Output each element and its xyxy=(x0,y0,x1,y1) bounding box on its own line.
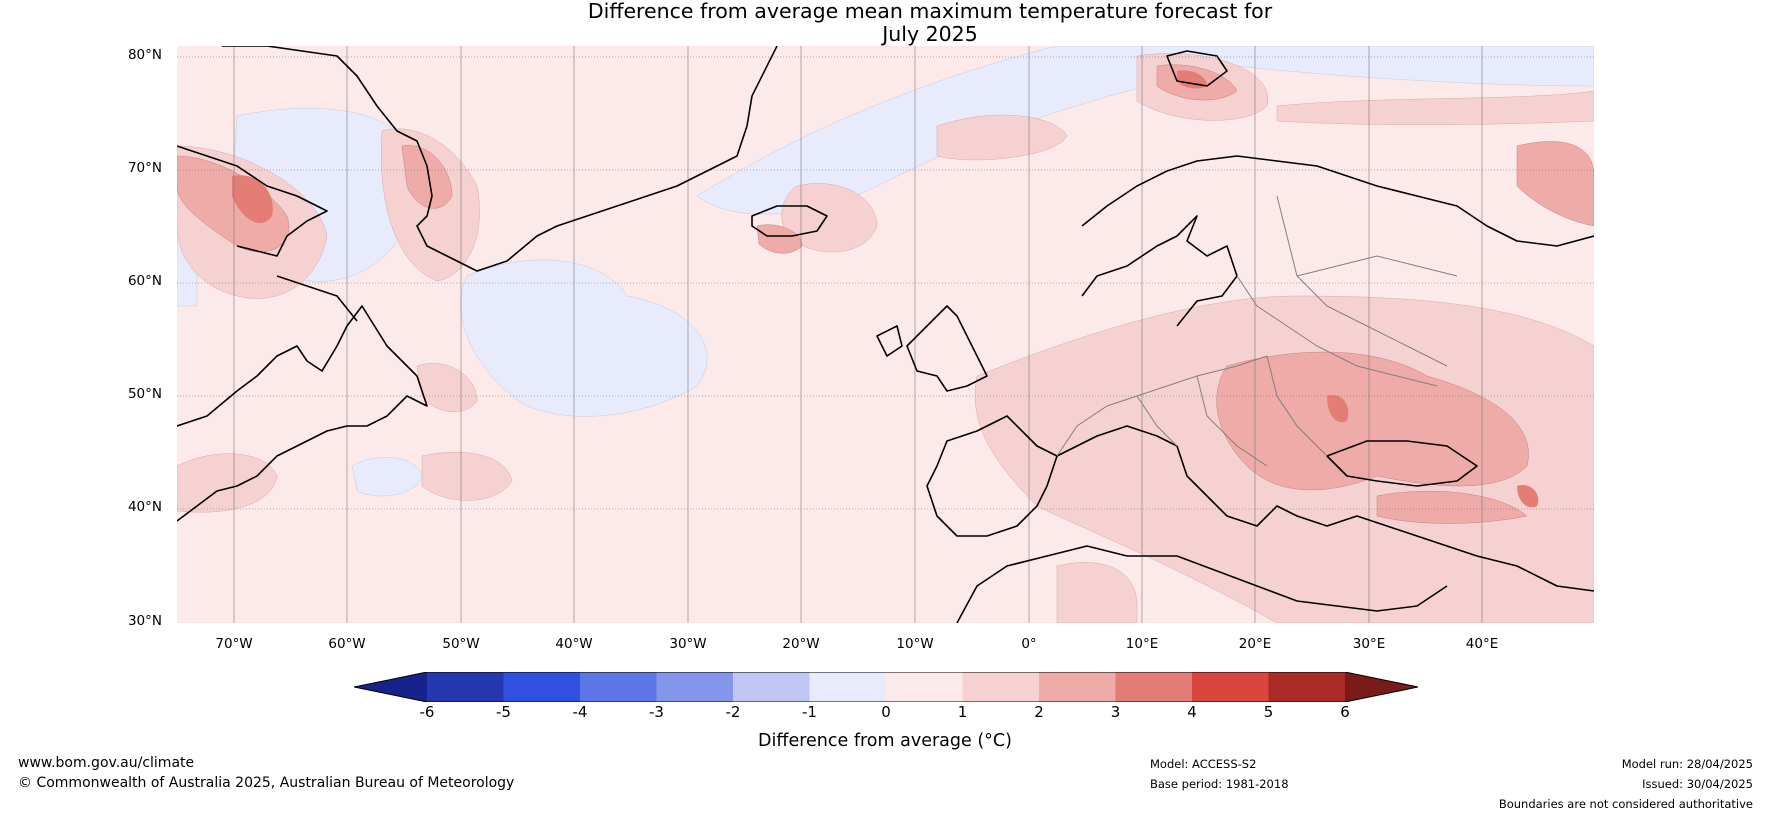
title-line-1: Difference from average mean maximum tem… xyxy=(587,0,1273,23)
colorbar-tick: 2 xyxy=(1034,703,1044,721)
colorbar-segment-6 xyxy=(809,672,886,702)
lon-label-50w: 50°W xyxy=(442,636,480,652)
model-run-text: Model run: 28/04/2025 xyxy=(1621,757,1753,771)
colorbar-segment-8 xyxy=(962,672,1039,702)
temperature-anomaly-map xyxy=(177,46,1594,623)
colorbar-segment-10 xyxy=(1115,672,1192,702)
colorbar-tick: -4 xyxy=(572,703,588,721)
colorbar-segment-1 xyxy=(427,672,504,702)
country-borders xyxy=(1056,195,1458,467)
lat-label-70n: 70°N xyxy=(127,160,162,176)
colorbar-tick: 0 xyxy=(881,703,891,721)
lon-label-10e: 10°E xyxy=(1125,636,1159,652)
colorbar-segment-3 xyxy=(580,672,657,702)
colorbar-segment-4 xyxy=(656,672,733,702)
colorbar-label: Difference from average (°C) xyxy=(758,731,1012,751)
warm-anomaly-areas-3-4 xyxy=(232,70,1539,508)
lon-label-60w: 60°W xyxy=(328,636,366,652)
meridians xyxy=(233,46,1483,623)
map-canvas xyxy=(177,46,1594,623)
lon-label-30w: 30°W xyxy=(669,636,707,652)
coastlines xyxy=(177,46,1594,623)
copyright-text: © Commonwealth of Australia 2025, Austra… xyxy=(18,775,515,791)
colorbar-segment-9 xyxy=(1039,672,1116,702)
warm-anomaly-areas-2-3 xyxy=(177,64,1594,524)
colorbar-tick: 1 xyxy=(957,703,968,721)
colorbar-segment-5 xyxy=(733,672,810,702)
lon-label-40e: 40°E xyxy=(1465,636,1499,652)
lon-label-20w: 20°W xyxy=(782,636,820,652)
graticule xyxy=(177,56,1594,510)
lat-label-60n: 60°N xyxy=(127,273,162,289)
base-period-text: Base period: 1981-2018 xyxy=(1150,777,1289,791)
lon-label-40w: 40°W xyxy=(555,636,593,652)
lat-label-50n: 50°N xyxy=(127,386,162,402)
lat-label-40n: 40°N xyxy=(127,499,162,515)
colorbar-segment-7 xyxy=(886,672,963,702)
colorbar-tick: 5 xyxy=(1263,703,1274,721)
colorbar-tick: -6 xyxy=(419,703,435,721)
colorbar-segment-2 xyxy=(503,672,580,702)
colorbar-tick: 3 xyxy=(1110,703,1121,721)
colorbar xyxy=(354,672,1418,702)
colorbar-tick: 4 xyxy=(1187,703,1197,721)
lon-label-30e: 30°E xyxy=(1352,636,1386,652)
lon-label-20e: 20°E xyxy=(1238,636,1272,652)
colorbar-tick: -5 xyxy=(496,703,511,721)
model-text: Model: ACCESS-S2 xyxy=(1150,757,1257,771)
colorbar-tick: -3 xyxy=(649,703,664,721)
lon-label-10w: 10°W xyxy=(896,636,934,652)
colorbar-segment-11 xyxy=(1192,672,1269,702)
colorbar-tick: -1 xyxy=(802,703,817,721)
colorbar-segment-12 xyxy=(1268,672,1345,702)
colorbar-tick: 6 xyxy=(1340,703,1350,721)
lat-label-80n: 80°N xyxy=(127,47,162,63)
issued-text: Issued: 30/04/2025 xyxy=(1642,777,1753,791)
title-line-2: July 2025 xyxy=(882,22,978,46)
lon-label-0: 0° xyxy=(1021,636,1037,652)
website-link[interactable]: www.bom.gov.au/climate xyxy=(18,755,195,771)
colorbar-segment-above xyxy=(1345,672,1418,702)
lat-label-30n: 30°N xyxy=(127,613,162,629)
colorbar-tick: -2 xyxy=(725,703,741,721)
disclaimer-text: Boundaries are not considered authoritat… xyxy=(1498,797,1753,811)
map-title: Difference from average mean maximum tem… xyxy=(0,0,1770,46)
lon-label-70w: 70°W xyxy=(215,636,253,652)
colorbar-segment-below xyxy=(354,672,427,702)
